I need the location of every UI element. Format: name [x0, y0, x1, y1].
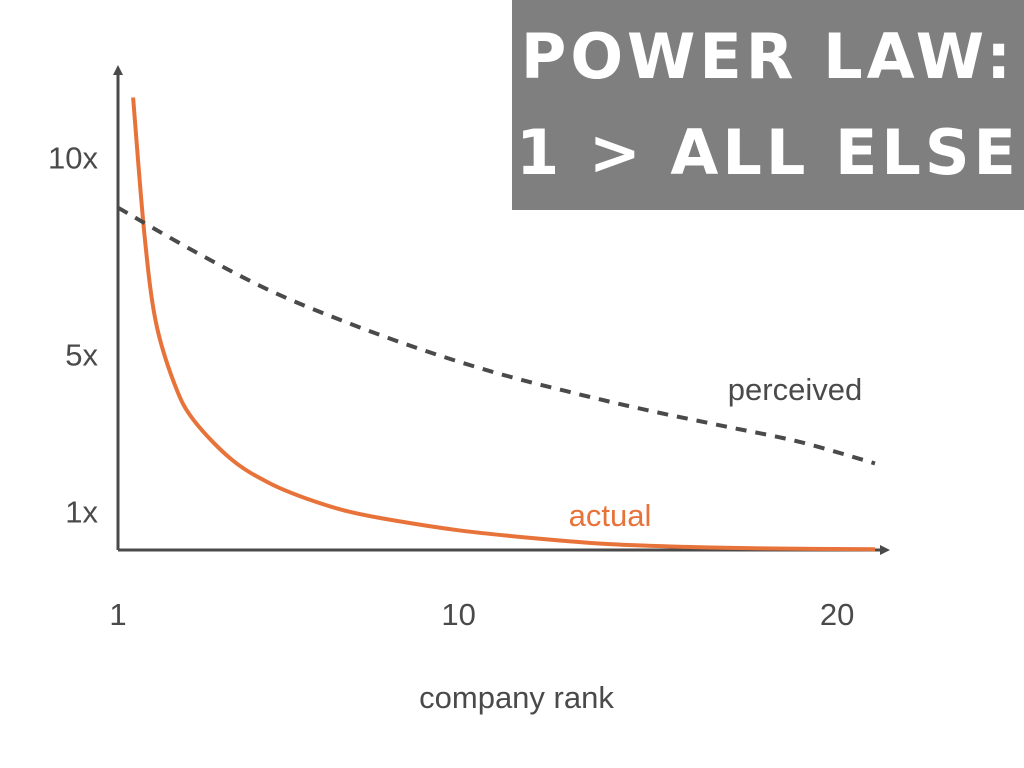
title-line-2: 1 > ALL ELSE	[516, 116, 1020, 189]
title-line-1: POWER LAW:	[520, 20, 1016, 93]
title-banner: POWER LAW: 1 > ALL ELSE	[512, 0, 1024, 210]
y-tick-label: 10x	[48, 141, 98, 176]
x-tick-label: 1	[109, 597, 126, 632]
labels-layer: 1x 5x 10x 1 10 20 company rank actual perceived	[48, 141, 862, 715]
series-layer	[117, 97, 876, 552]
series-label-actual: actual	[569, 498, 652, 533]
x-tick-label: 10	[441, 597, 475, 632]
y-tick-label: 5x	[65, 337, 98, 372]
x-tick-label: 20	[820, 597, 854, 632]
series-line-perceived	[117, 205, 876, 466]
y-tick-label: 1x	[65, 495, 98, 530]
series-line-actual	[131, 97, 876, 552]
x-axis-title: company rank	[419, 680, 614, 715]
series-label-perceived: perceived	[728, 372, 862, 407]
